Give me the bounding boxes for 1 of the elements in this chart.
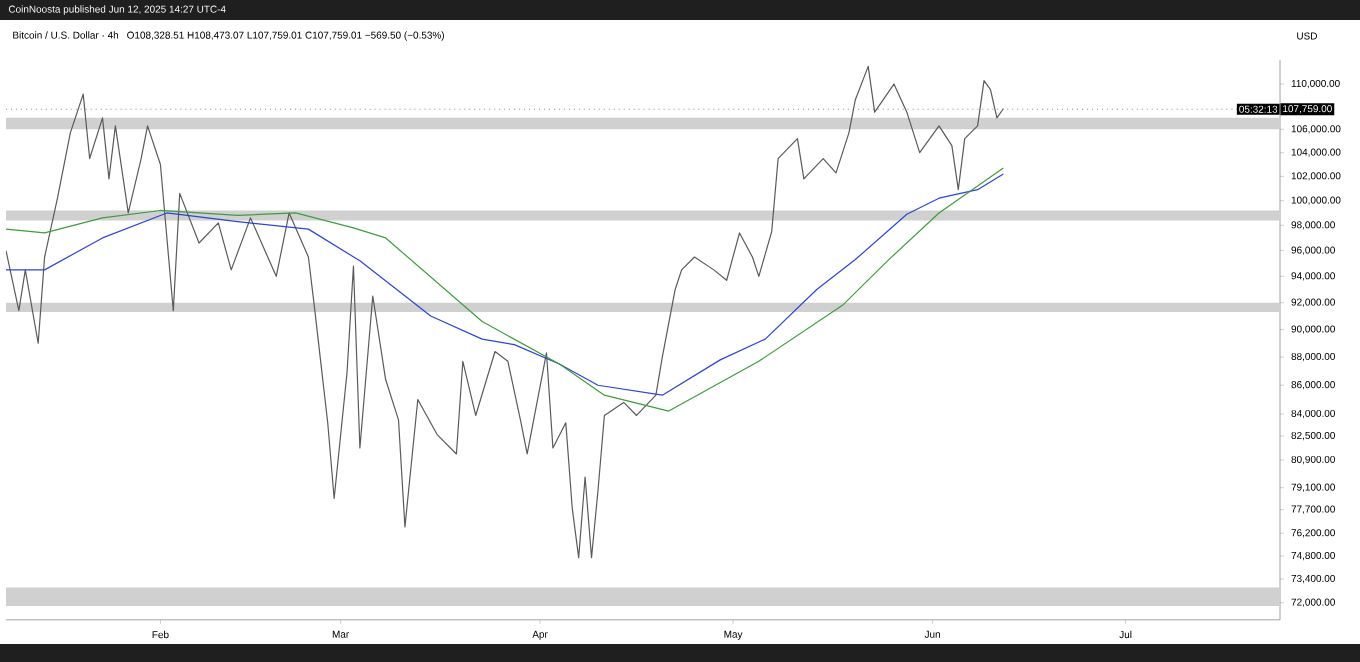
line-series <box>6 65 1004 559</box>
